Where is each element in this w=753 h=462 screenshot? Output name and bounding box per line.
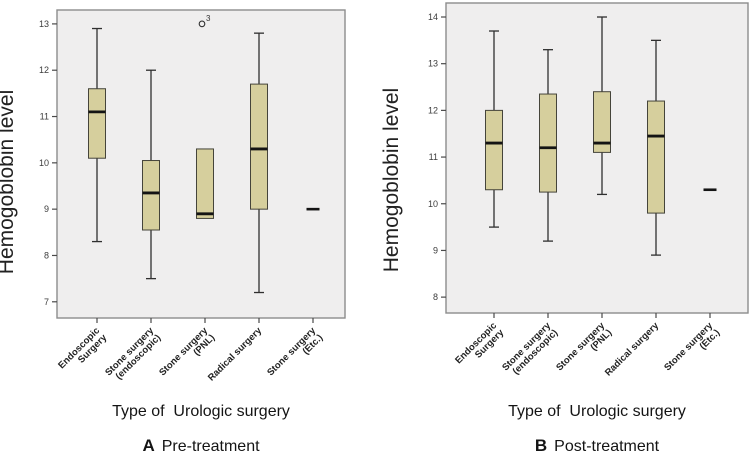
caption-a: A Pre-treatment bbox=[142, 436, 260, 455]
x-axis-title-b: Type of Urologic surgery bbox=[508, 403, 686, 420]
outlier-point bbox=[198, 20, 206, 28]
x-axis-title-a: Type of Urologic surgery bbox=[112, 403, 290, 420]
x-category-label: EndoscopicSurgery bbox=[56, 325, 109, 378]
x-category-label: Radical surgery bbox=[603, 320, 662, 379]
y-tick-label: 14 bbox=[428, 12, 438, 22]
y-tick-label: 9 bbox=[433, 245, 438, 255]
plot-a: Hemogoblobin level 7 8 9 10 11 12 13 Endoscopic… bbox=[0, 9, 346, 455]
caption-b: B Post-treatment bbox=[535, 436, 660, 455]
y-axis-title-b: Hemogoblobin level bbox=[380, 88, 403, 272]
y-tick-label: 8 bbox=[44, 250, 49, 260]
y-tick-label: 13 bbox=[39, 19, 49, 29]
y-tick-label: 10 bbox=[428, 199, 438, 209]
y-axis-title-a: Hemogoblobin level bbox=[0, 90, 18, 274]
box bbox=[196, 148, 214, 219]
box bbox=[250, 83, 268, 210]
outlier-case-label: 3 bbox=[206, 14, 211, 23]
x-category-label: Radical surgery bbox=[206, 325, 265, 384]
y-tick-label: 10 bbox=[39, 158, 49, 168]
x-category-label: Stone surgery(endoscopic) bbox=[500, 320, 561, 381]
y-tick-label: 9 bbox=[44, 204, 49, 214]
x-category-label: Stone surgery(Etc.) bbox=[265, 325, 326, 386]
x-category-label: Stone surgery(Etc.) bbox=[662, 320, 723, 381]
caption-b-letter: B bbox=[535, 436, 547, 455]
caption-a-text: Pre-treatment bbox=[162, 438, 260, 455]
box bbox=[88, 88, 106, 159]
box bbox=[647, 100, 665, 214]
caption-a-letter: A bbox=[142, 436, 154, 455]
plot-b: Hemogoblobin level 8 9 10 11 12 13 14 Endoscopi… bbox=[380, 2, 749, 455]
x-category-label: Stone surgery(endoscopic) bbox=[103, 325, 164, 386]
box bbox=[142, 160, 160, 231]
y-tick-label: 8 bbox=[433, 292, 438, 302]
box bbox=[539, 93, 557, 193]
y-tick-label: 12 bbox=[39, 65, 49, 75]
x-category-label: EndoscopicSurgery bbox=[453, 320, 506, 373]
y-tick-label: 11 bbox=[429, 152, 438, 162]
y-tick-label: 11 bbox=[40, 112, 49, 122]
y-tick-label: 7 bbox=[44, 297, 49, 307]
y-tick-label: 12 bbox=[428, 105, 438, 115]
box bbox=[593, 91, 611, 153]
caption-b-text: Post-treatment bbox=[554, 438, 659, 455]
box bbox=[485, 109, 503, 191]
y-tick-label: 13 bbox=[428, 59, 438, 69]
